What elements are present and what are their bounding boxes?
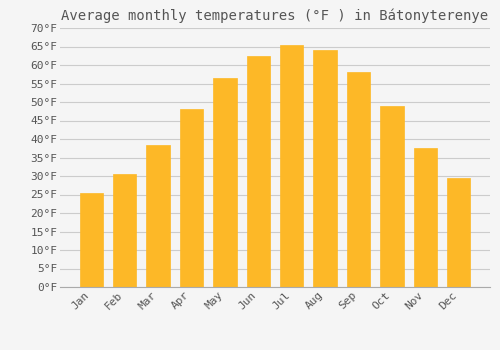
Bar [314,50,337,287]
Bar [146,145,170,287]
Title: Average monthly temperatures (°F ) in Bátonyterenye: Average monthly temperatures (°F ) in Bá… [62,8,488,23]
Bar [246,56,270,287]
Bar [180,110,203,287]
Bar [213,78,236,287]
Bar [80,193,103,287]
Bar [347,72,370,287]
Bar [447,178,470,287]
Bar [414,148,437,287]
Bar [280,45,303,287]
Bar [380,106,404,287]
Bar [113,174,136,287]
